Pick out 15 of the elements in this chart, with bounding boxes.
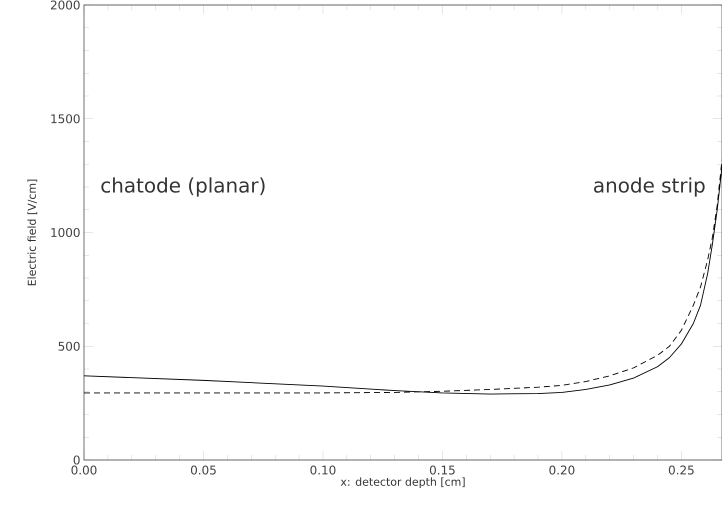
annotation: chatode (planar) xyxy=(101,177,265,197)
x-tick-label: 0.15 xyxy=(430,466,455,475)
x-tick-label: 0.25 xyxy=(668,466,694,475)
y-tick-label: 1000 xyxy=(51,228,80,238)
x-tick-label: 0.20 xyxy=(549,466,574,475)
y-axis-title: Electric field [V/cm] xyxy=(27,180,38,286)
y-tick-label: 2000 xyxy=(50,0,80,10)
annotation: anode strip xyxy=(594,177,705,197)
y-tick-label: 0 xyxy=(74,455,80,465)
x-tick-label: 0.10 xyxy=(310,466,336,475)
x-tick-label: 0.00 xyxy=(71,466,97,475)
x-axis-title: x: detector depth [cm] xyxy=(340,477,465,488)
y-tick-label: 1500 xyxy=(51,114,80,124)
x-tick-label: 0.05 xyxy=(190,466,216,475)
y-tick-label: 500 xyxy=(58,342,80,351)
